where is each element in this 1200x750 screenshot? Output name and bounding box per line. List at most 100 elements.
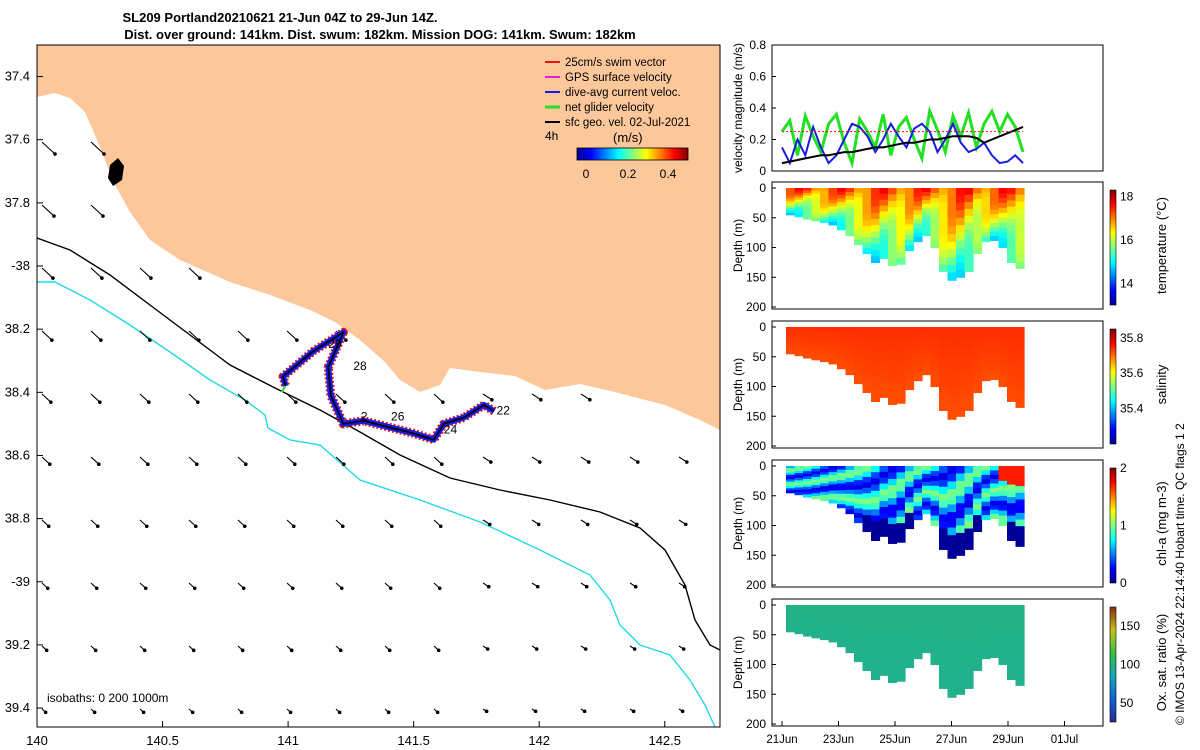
section-cell	[820, 477, 830, 481]
section-cell	[956, 605, 966, 614]
section-cell	[794, 614, 804, 618]
section-cell	[786, 351, 796, 355]
section-cell	[803, 466, 813, 470]
section-cell	[930, 327, 940, 333]
section-cell	[973, 354, 983, 361]
section-cell	[964, 618, 974, 627]
section-cell	[990, 331, 1000, 337]
section-cell	[905, 476, 915, 483]
colorbar-tick-label: 16	[1120, 233, 1134, 247]
section-cell	[939, 674, 949, 682]
section-cell	[998, 495, 1008, 502]
section-cell	[939, 660, 949, 669]
section-cell	[930, 654, 940, 661]
section-cell	[905, 208, 915, 215]
section-cell	[973, 215, 983, 222]
section-colorbar	[1109, 189, 1117, 306]
section-cell	[998, 619, 1008, 626]
section-cell	[896, 396, 906, 404]
section-cell	[939, 403, 949, 411]
map-y-tick-label: 38.4	[5, 384, 30, 399]
section-cell	[871, 243, 881, 251]
section-cell	[905, 193, 915, 200]
current-arrow-head	[484, 709, 489, 714]
section-cell	[1015, 625, 1025, 633]
section-cell	[913, 492, 923, 498]
section-cell	[888, 524, 898, 532]
section-cell	[811, 198, 821, 203]
section-cell	[811, 329, 821, 334]
section-cell	[879, 229, 889, 236]
section-cell	[913, 497, 923, 503]
section-cell	[786, 483, 796, 487]
section-cell	[896, 535, 906, 543]
current-arrow-head	[683, 522, 688, 527]
section-cell	[888, 630, 898, 638]
section-cell	[990, 327, 1000, 332]
section-cell	[888, 650, 898, 658]
section-cell	[964, 389, 974, 398]
section-cell	[811, 204, 821, 208]
section-cell	[862, 209, 872, 216]
section-cell	[1007, 370, 1017, 378]
section-cell	[905, 379, 915, 385]
section-cell	[913, 192, 923, 198]
section-cell	[964, 493, 974, 502]
section-cell	[820, 358, 830, 363]
section-cell	[879, 246, 889, 253]
section-cell	[913, 654, 923, 660]
section-cell	[981, 228, 991, 234]
current-arrow-head	[539, 397, 543, 402]
section-cell	[820, 208, 830, 212]
map-y-tick-label: -38	[11, 258, 30, 273]
section-cell	[845, 636, 855, 642]
section-cell	[998, 490, 1008, 497]
section-cell	[896, 655, 906, 663]
section-cell	[845, 358, 855, 364]
section-cell	[964, 375, 974, 384]
section-cell	[973, 387, 983, 394]
current-arrow-head	[141, 710, 146, 715]
section-cell	[896, 333, 906, 341]
section-cell	[862, 337, 872, 344]
section-cell	[973, 248, 983, 255]
section-cell	[947, 527, 957, 536]
section-cell	[947, 403, 957, 413]
depth-ylabel: Depth (m)	[731, 219, 745, 272]
section-cell	[871, 623, 881, 631]
day-label: 28	[353, 359, 367, 373]
section-cell	[973, 343, 983, 350]
section-cell	[845, 327, 855, 332]
section-cell	[1015, 532, 1025, 541]
current-arrow-head	[149, 276, 153, 280]
section-cell	[930, 490, 940, 497]
section-cell	[794, 188, 804, 191]
section-cell	[990, 196, 1000, 202]
section-cell	[956, 240, 966, 249]
section-cell	[1015, 373, 1025, 382]
section-cell	[786, 620, 796, 624]
section-cell	[896, 207, 906, 214]
section-cell	[956, 202, 966, 211]
section-cell	[871, 219, 881, 226]
day-label: 29	[328, 337, 342, 351]
velocity-axis-ticks: 00.20.40.60.8	[749, 38, 776, 178]
section-cell	[1007, 237, 1017, 245]
current-arrow-head	[583, 647, 588, 651]
section-cell	[1007, 345, 1017, 353]
section-cell	[947, 643, 957, 652]
section-cell	[896, 245, 906, 253]
section-cell	[871, 515, 881, 523]
section-cell	[998, 371, 1008, 378]
section-cell	[990, 222, 1000, 228]
section-cell	[939, 625, 949, 634]
section-cell	[888, 511, 898, 519]
current-arrow-head	[147, 400, 151, 404]
section-cell	[913, 501, 923, 507]
section-cell	[888, 611, 898, 619]
section-cell	[828, 605, 838, 609]
colorbar-tick-2: 0.4	[660, 167, 677, 181]
section-cell	[837, 611, 847, 616]
section-cell	[939, 632, 949, 641]
